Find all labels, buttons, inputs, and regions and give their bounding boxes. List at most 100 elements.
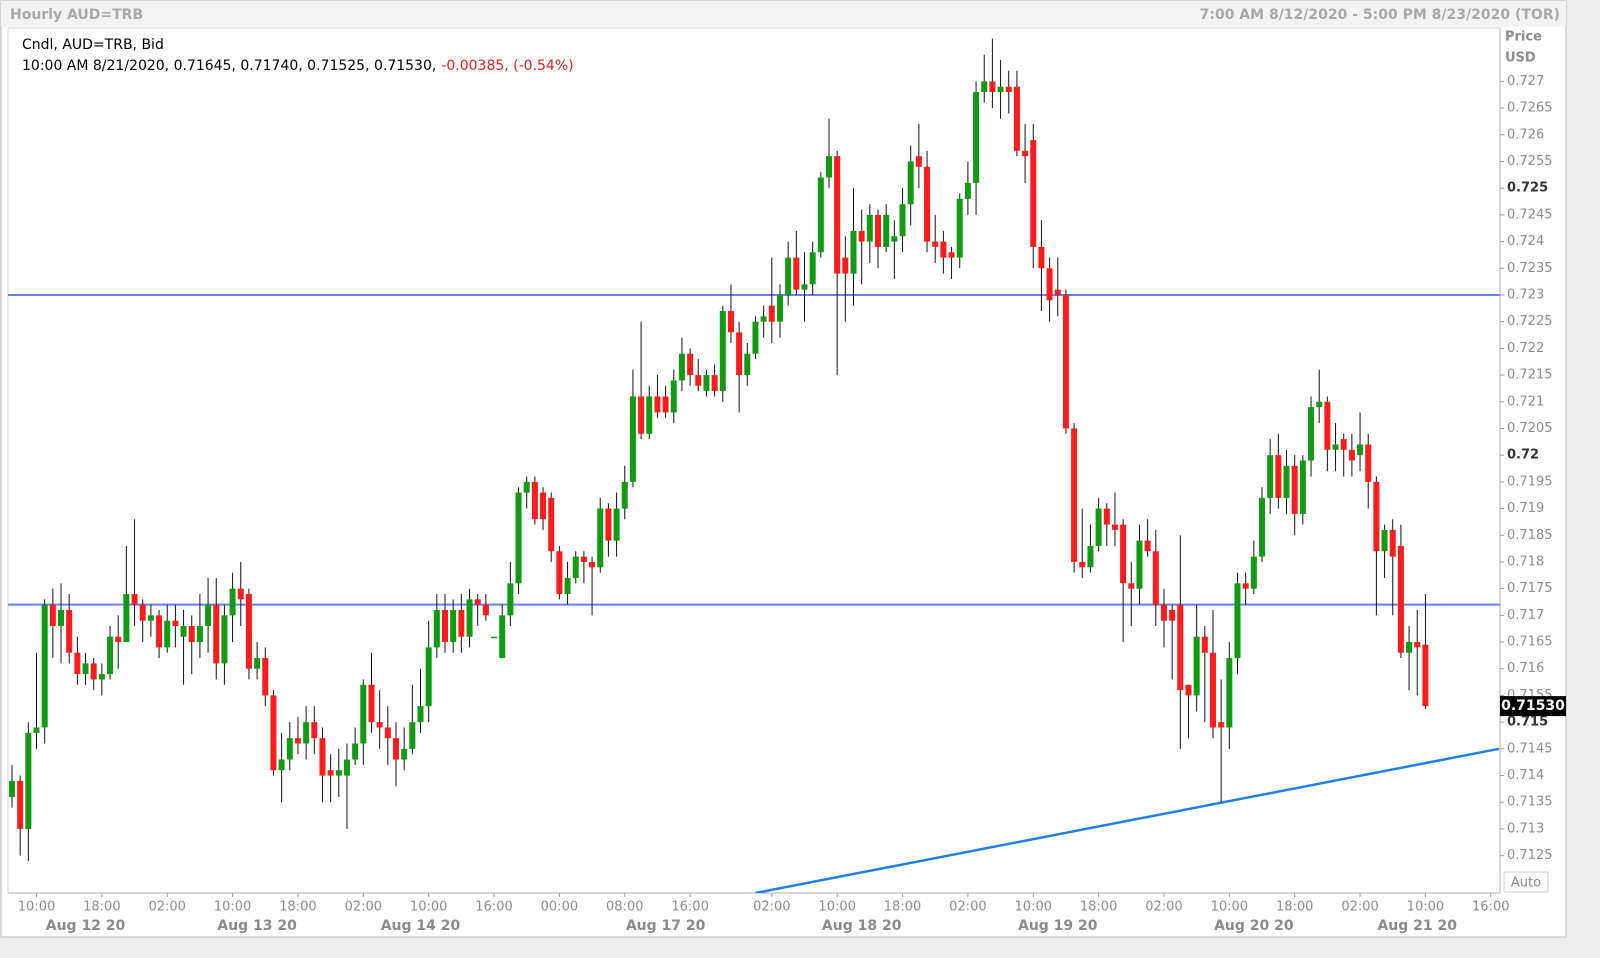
candle-body — [1079, 561, 1086, 568]
candle-body — [213, 604, 220, 664]
y-tick-label: 0.726 — [1507, 127, 1544, 142]
candle-body — [164, 620, 171, 648]
candle-body — [940, 241, 947, 258]
candle-body — [1381, 529, 1388, 552]
y-tick-label: 0.727 — [1507, 74, 1544, 89]
candle-body — [294, 738, 301, 744]
candle-body — [1267, 455, 1274, 498]
candle-body — [384, 727, 391, 739]
x-tick-label: 10:00 — [18, 900, 55, 915]
candle-body — [1348, 449, 1355, 461]
candle-body — [360, 684, 367, 744]
candle-body — [989, 81, 996, 93]
y-tick-label: 0.722 — [1507, 341, 1544, 356]
candle-body — [343, 759, 350, 776]
candle-body — [613, 508, 620, 541]
candle-body — [793, 257, 800, 290]
candle-body — [1389, 529, 1396, 557]
candle-body — [817, 177, 824, 253]
candle-body — [891, 236, 898, 242]
candle-body — [327, 770, 334, 776]
y-tick-label: 0.716 — [1507, 661, 1544, 676]
candle-body — [442, 610, 449, 643]
candle-body — [1373, 481, 1380, 552]
x-tick-label: 02:00 — [1341, 900, 1378, 915]
candle-body — [147, 615, 154, 621]
candle-body — [605, 508, 612, 541]
candle-body — [1218, 722, 1225, 728]
scale-mode-button[interactable] — [1503, 871, 1549, 893]
candle-body — [172, 620, 179, 627]
candle-body — [401, 748, 408, 760]
candle-body — [776, 294, 783, 322]
y-tick-label: 0.715 — [1507, 715, 1548, 730]
candle-body — [303, 722, 310, 744]
y-tick-label: 0.724 — [1507, 234, 1544, 249]
date-label: Aug 14 20 — [381, 918, 461, 934]
candle-body — [1316, 401, 1323, 408]
candle-body — [1242, 583, 1249, 589]
candle-body — [229, 588, 236, 616]
y-tick-label: 0.7195 — [1507, 474, 1553, 489]
price-axis-unit: USD — [1505, 51, 1536, 66]
last-price-tag — [1500, 696, 1566, 717]
candle-body — [1095, 508, 1102, 546]
scale-mode-label[interactable]: Auto — [1511, 876, 1541, 891]
candle-body — [499, 615, 506, 659]
date-label: Aug 21 20 — [1377, 918, 1457, 934]
x-tick-label: 10:00 — [410, 900, 447, 915]
candle-body — [139, 604, 146, 621]
x-tick-label: 18:00 — [279, 900, 316, 915]
candle-body — [1259, 497, 1266, 557]
candle-body — [768, 305, 775, 322]
candle-body — [826, 156, 832, 178]
candle-body — [82, 663, 89, 675]
date-label: Aug 12 20 — [46, 918, 126, 934]
candle-body — [1054, 289, 1061, 295]
candle-body — [515, 492, 522, 584]
candle-body — [376, 722, 383, 728]
candle-body — [703, 375, 710, 392]
candle-body — [474, 599, 481, 605]
candle-body — [156, 615, 163, 648]
trendline — [755, 747, 1500, 893]
x-tick-label: 18:00 — [1080, 900, 1117, 915]
candle-body — [1013, 86, 1020, 151]
candle-body — [1397, 545, 1404, 653]
candle-body — [1136, 540, 1143, 589]
candle-body — [115, 636, 122, 643]
y-tick-label: 0.7225 — [1507, 314, 1553, 329]
y-tick-label: 0.7175 — [1507, 581, 1553, 596]
candle-body — [572, 556, 579, 578]
candle-body — [507, 583, 514, 616]
candle-body — [809, 252, 816, 285]
candle-body — [1226, 658, 1233, 728]
candle-body — [17, 780, 24, 829]
candle-body — [41, 604, 48, 728]
candle-body — [834, 156, 841, 274]
x-tick-label: 00:00 — [541, 900, 578, 915]
candle-body — [687, 353, 694, 376]
candle-body — [221, 615, 228, 664]
candle-body — [131, 593, 138, 605]
candle-body — [1103, 508, 1110, 525]
candle-body — [33, 727, 40, 733]
x-tick-label: 02:00 — [1145, 900, 1182, 915]
candle-body — [311, 722, 318, 739]
candle-body — [646, 396, 653, 434]
candle-body — [1234, 583, 1241, 659]
x-tick-label: 16:00 — [671, 900, 708, 915]
y-tick-label: 0.7215 — [1507, 368, 1553, 383]
y-tick-label: 0.7235 — [1507, 261, 1553, 276]
candle-body — [548, 497, 555, 552]
candle-body — [736, 332, 743, 376]
y-tick-label: 0.7125 — [1507, 848, 1553, 863]
candle-body — [58, 610, 65, 627]
candle-body — [270, 695, 277, 771]
candle-body — [188, 626, 195, 643]
candle-body — [66, 610, 73, 653]
y-tick-label: 0.72 — [1507, 448, 1539, 463]
candle-body — [1324, 401, 1331, 450]
candle-body — [866, 214, 873, 242]
candle-body — [1209, 652, 1216, 728]
